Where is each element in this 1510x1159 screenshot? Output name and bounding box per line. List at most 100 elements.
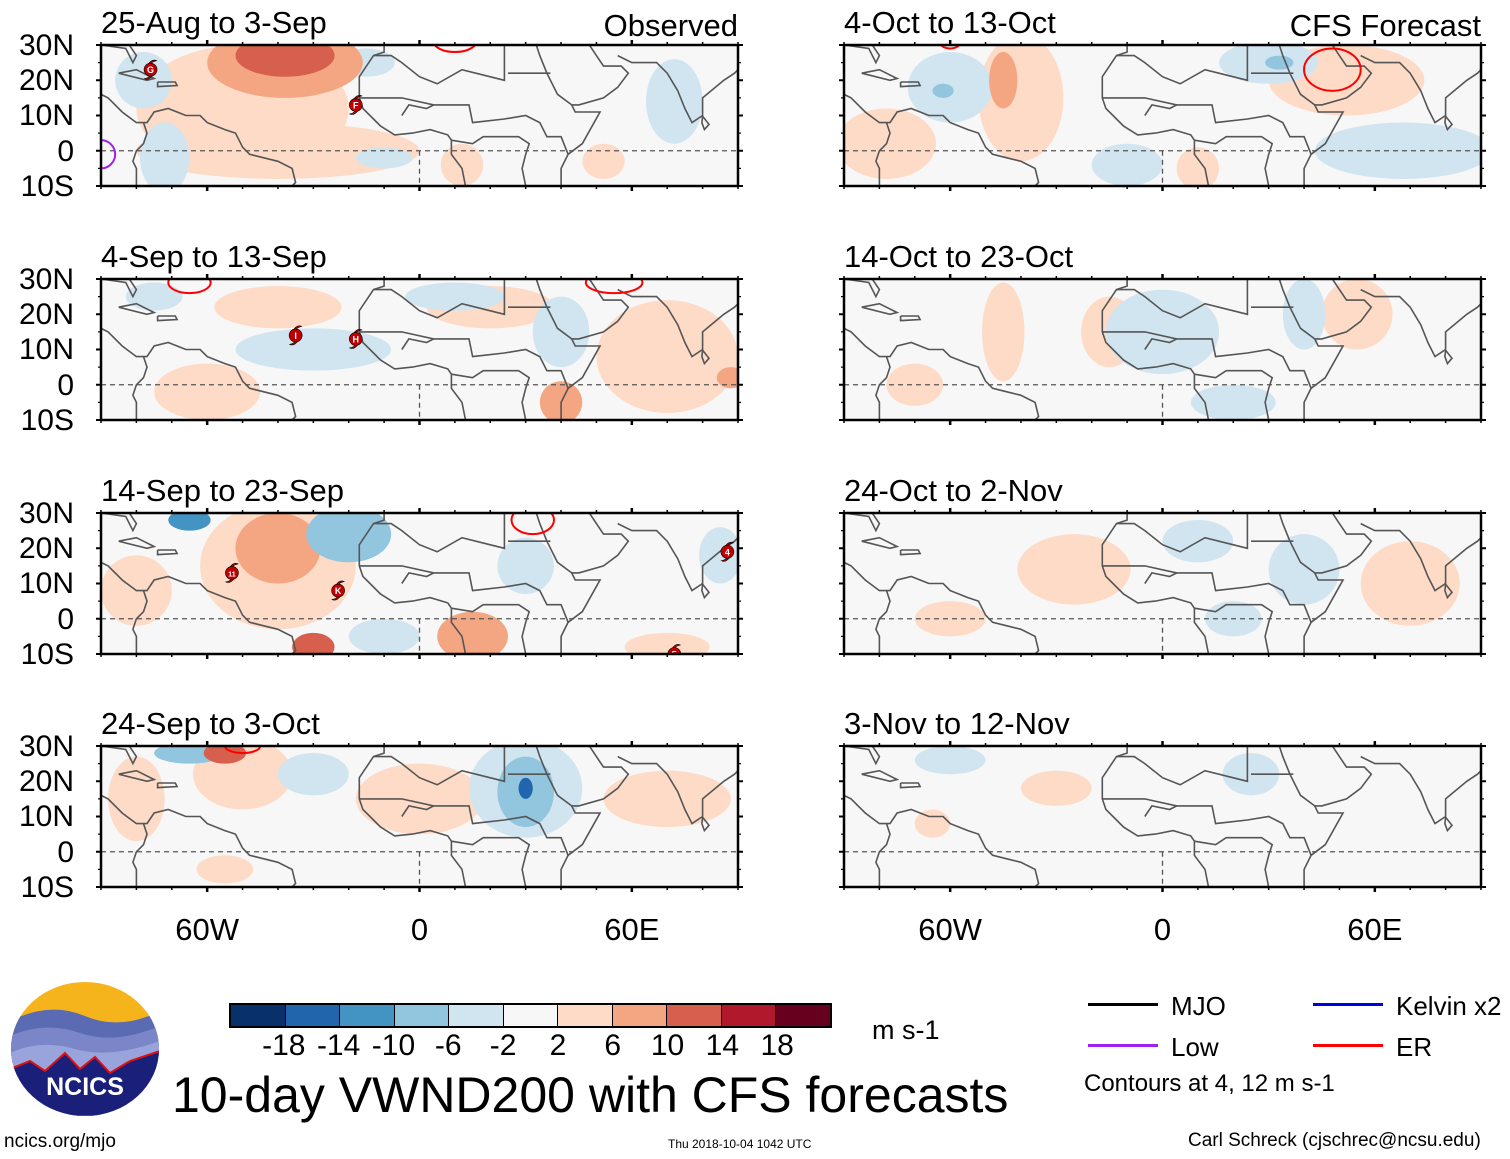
legend-line-kelvin	[1313, 1003, 1383, 1006]
legend-label: Low	[1171, 1032, 1219, 1062]
coastline	[617, 54, 738, 124]
coastline	[1116, 746, 1249, 786]
colorbar	[229, 1003, 832, 1028]
storm-icon	[349, 332, 363, 346]
storm-marker: I	[288, 325, 303, 346]
y-tick-label: 20N	[18, 298, 74, 332]
coastline	[118, 302, 157, 316]
legend-label: Kelvin x2	[1396, 991, 1502, 1021]
coastline	[358, 279, 467, 420]
coastline	[1265, 746, 1276, 747]
coastline	[844, 327, 1040, 420]
map-panel-fcst2	[839, 274, 1486, 425]
coastline	[373, 279, 506, 319]
colorbar-tick-label: 6	[604, 1029, 622, 1062]
positive-anomaly	[292, 632, 335, 654]
logo-text: NCICS	[46, 1073, 124, 1101]
coastline	[535, 279, 602, 420]
contour-er	[433, 45, 477, 54]
negative-anomaly	[235, 328, 392, 371]
negative-anomaly	[306, 513, 392, 563]
storm-marker: 5	[667, 644, 682, 654]
coastline	[875, 823, 891, 887]
colorbar-tick-label: 10	[650, 1029, 685, 1062]
coastline	[571, 746, 630, 807]
negative-anomaly	[1265, 55, 1294, 70]
coastline	[1360, 522, 1481, 592]
coastline	[701, 816, 711, 833]
coastline	[1194, 836, 1274, 887]
positive-anomaly	[624, 632, 710, 654]
colorbar-tick-label: 18	[760, 1029, 794, 1062]
coastline	[1360, 54, 1481, 124]
coastline	[1116, 513, 1249, 553]
y-tick-label: 10S	[20, 870, 74, 904]
contour-low	[101, 139, 117, 170]
positive-anomaly	[1017, 534, 1131, 605]
coastline	[1194, 369, 1274, 420]
storm-label: H	[353, 334, 360, 344]
coastline	[1360, 288, 1481, 358]
site-link[interactable]: ncics.org/mjo	[4, 1131, 116, 1152]
coastline	[571, 45, 630, 106]
coastline	[401, 572, 435, 584]
storm-marker: K	[331, 580, 346, 601]
coastline	[451, 603, 531, 654]
coastline	[1278, 746, 1345, 887]
storm-marker: H	[348, 329, 363, 349]
coastline	[1194, 603, 1274, 654]
coastline	[359, 331, 569, 389]
colorbar-tick-label: -14	[316, 1029, 361, 1062]
coastline	[899, 81, 922, 88]
coastline	[359, 798, 569, 856]
positive-anomaly	[844, 108, 936, 179]
negative-anomaly	[125, 282, 183, 311]
positive-anomaly	[437, 611, 508, 654]
positive-anomaly	[154, 363, 261, 420]
map-panel-fcst3	[839, 508, 1486, 659]
negative-anomaly	[115, 52, 172, 109]
colorbar-swatch	[558, 1005, 613, 1026]
map-canvas	[96, 741, 743, 892]
coastline	[358, 45, 467, 186]
coastline	[861, 536, 900, 550]
coastline	[359, 97, 569, 155]
positive-anomaly	[989, 52, 1018, 109]
negative-anomaly	[1105, 289, 1220, 375]
coastline	[132, 823, 148, 887]
y-tick-label: 30N	[18, 263, 74, 296]
coastline	[101, 327, 297, 420]
colorbar-swatch	[231, 1005, 286, 1026]
legend-label: MJO	[1171, 991, 1226, 1021]
colorbar-swatch	[721, 1005, 777, 1026]
colorbar-swatch	[776, 1005, 831, 1026]
negative-anomaly	[932, 83, 954, 98]
legend-line-er	[1313, 1044, 1383, 1047]
panel-title: 4-Sep to 13-Sep	[101, 239, 327, 274]
coastline	[1278, 279, 1345, 420]
storm-marker: 4	[720, 541, 735, 562]
coastline	[899, 782, 922, 789]
negative-anomaly	[699, 527, 738, 584]
positive-anomaly	[1360, 541, 1460, 626]
positive-anomaly	[886, 363, 944, 406]
negative-anomaly	[497, 537, 554, 595]
coastline	[451, 836, 531, 887]
coastline	[132, 122, 148, 186]
negative-anomaly	[348, 618, 420, 654]
map-canvas: GF	[96, 40, 743, 191]
coastline	[701, 349, 711, 366]
contour-er	[1303, 47, 1362, 92]
coastline	[522, 279, 533, 280]
coastline	[875, 122, 891, 186]
coastline	[844, 561, 1040, 654]
coastline	[875, 590, 891, 654]
coastline	[522, 45, 533, 46]
coastline	[359, 565, 569, 623]
coastline	[844, 794, 1040, 887]
coastline	[156, 81, 179, 88]
map-panel-fcst4	[839, 741, 1486, 892]
coastline	[861, 302, 900, 316]
coastline	[1102, 331, 1312, 389]
